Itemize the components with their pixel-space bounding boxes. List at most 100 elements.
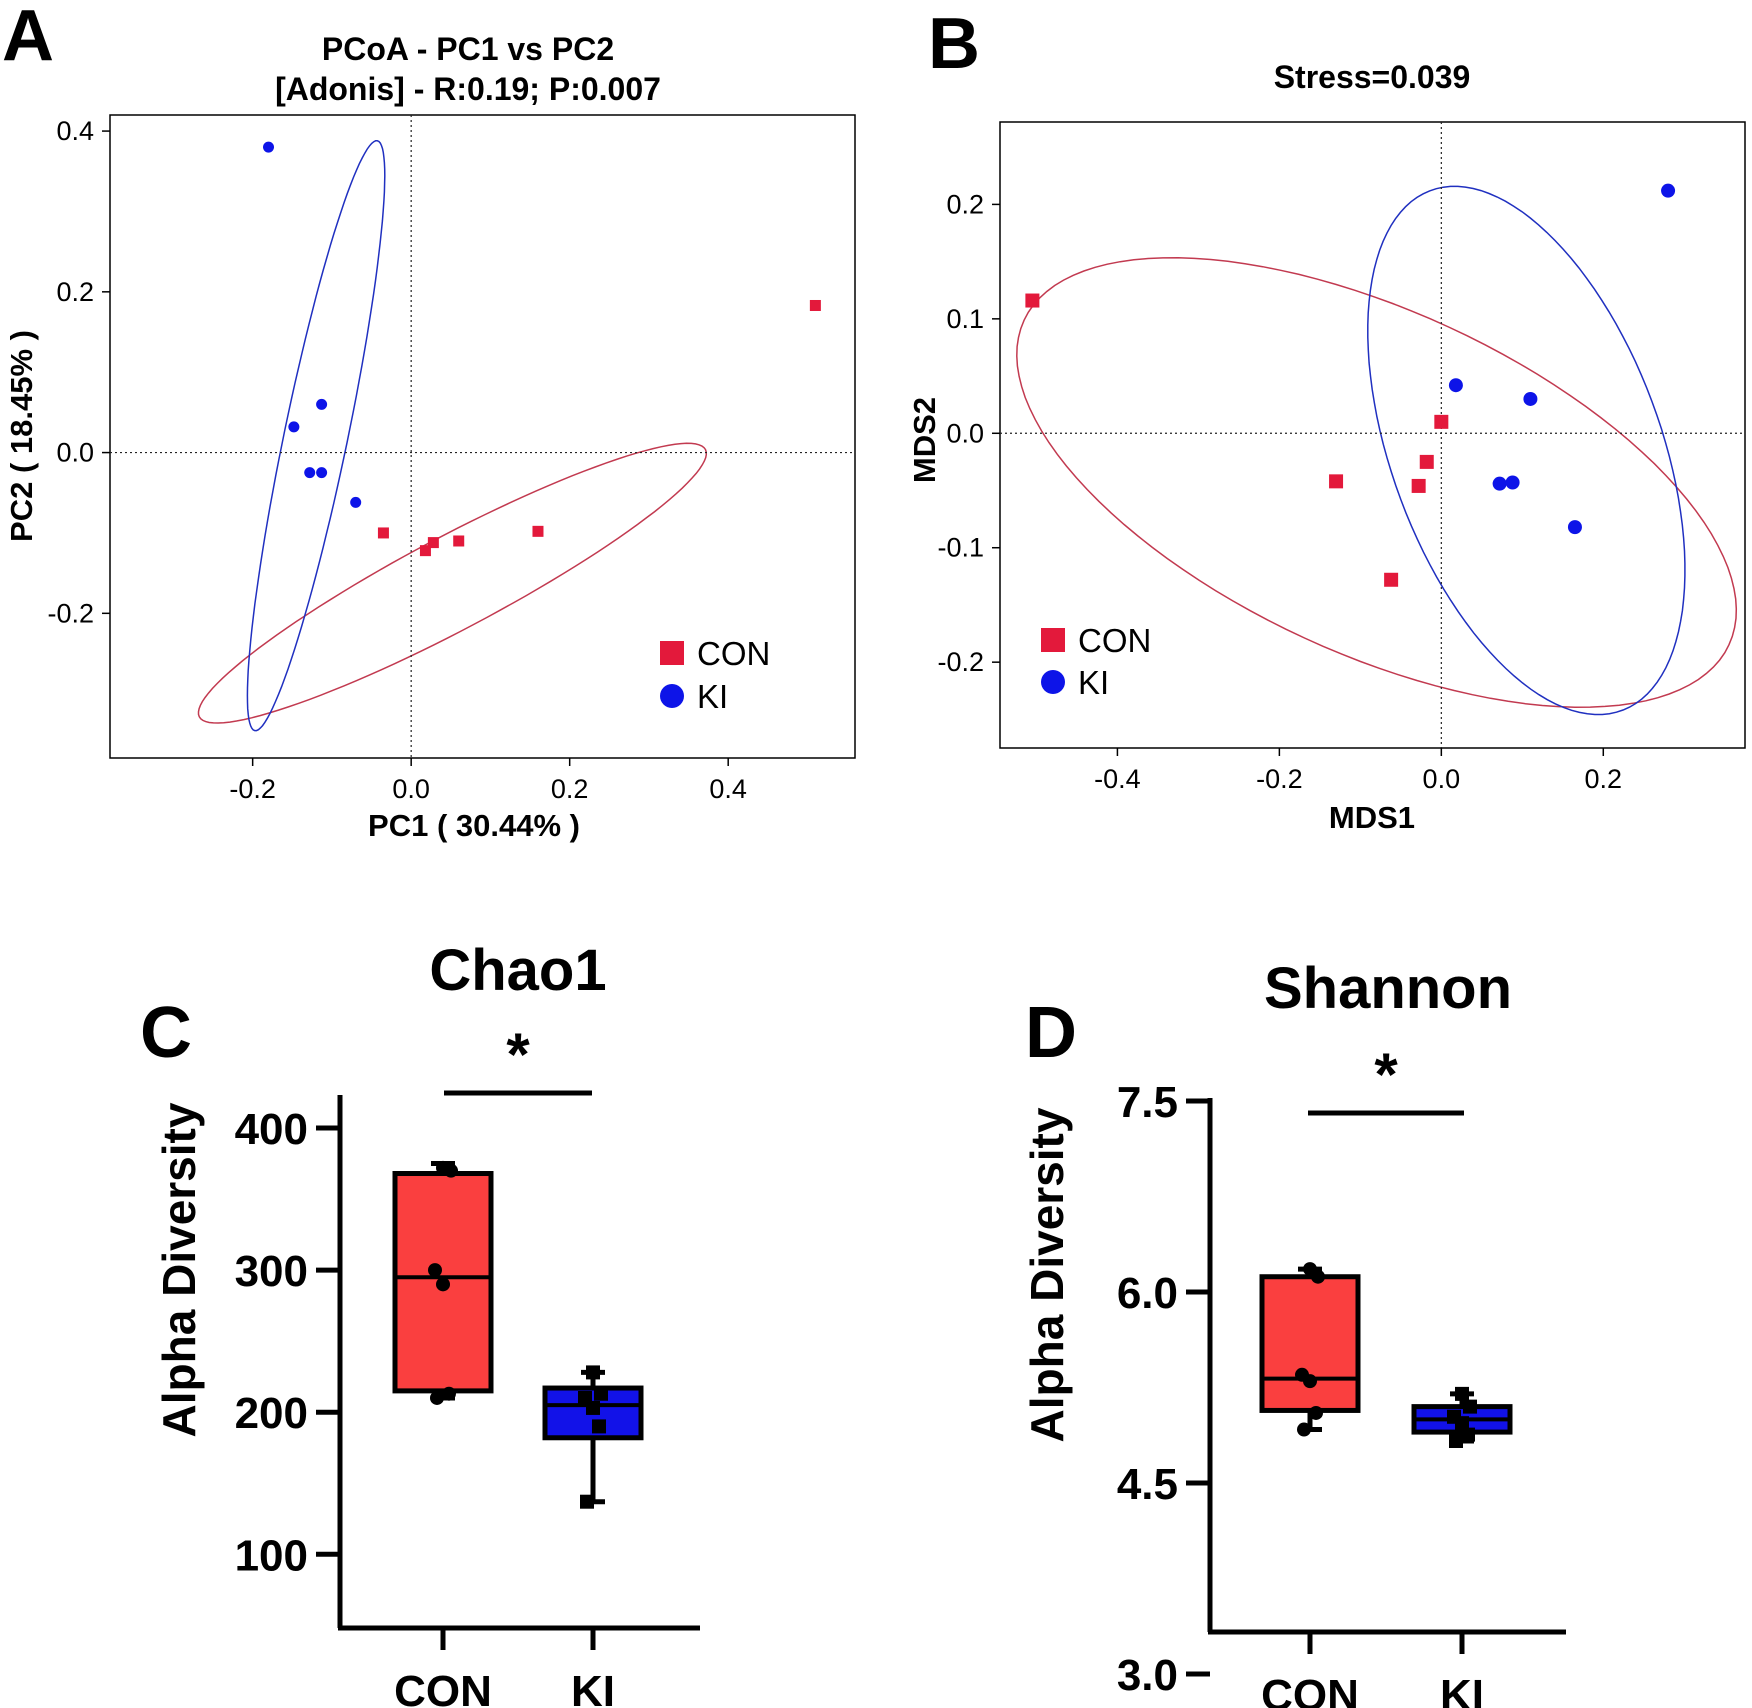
legend-con-marker bbox=[660, 641, 684, 665]
panel-a-plot-frame bbox=[109, 114, 856, 759]
panel-b-ellipses bbox=[1016, 185, 1738, 716]
point-ki bbox=[1523, 391, 1538, 406]
panel-d-x-ticks: CON KI bbox=[1261, 1632, 1484, 1708]
y-tick-label: 6.0 bbox=[1117, 1269, 1178, 1318]
panel-b: B Stress=0.039 -0.4 -0.2 0.0 0.2 -0.2 -0.1 0.… bbox=[907, 4, 1746, 835]
point-con bbox=[377, 527, 389, 539]
panel-a-x-ticks: -0.2 0.0 0.2 0.4 bbox=[229, 758, 747, 804]
y-tick-label: -0.1 bbox=[937, 533, 984, 563]
data-point-con bbox=[436, 1160, 450, 1175]
point-con bbox=[419, 545, 431, 557]
point-con bbox=[427, 537, 439, 549]
data-point-con bbox=[1297, 1422, 1311, 1437]
data-point-ki bbox=[1449, 1433, 1463, 1448]
data-point-ki bbox=[578, 1390, 592, 1405]
y-tick-label: 0.1 bbox=[946, 304, 984, 334]
box-iqr bbox=[1259, 1274, 1361, 1413]
y-tick-label: 0.0 bbox=[946, 418, 984, 448]
legend-con-label: CON bbox=[697, 635, 770, 672]
x-tick-label: -0.2 bbox=[1256, 764, 1303, 794]
x-tick-label-con: CON bbox=[1261, 1671, 1359, 1708]
x-tick-label-con: CON bbox=[394, 1667, 492, 1708]
panel-b-y-axis-label: MDS2 bbox=[907, 397, 942, 483]
confidence-ellipse-con bbox=[197, 442, 708, 724]
panel-b-title: Stress=0.039 bbox=[1274, 59, 1471, 95]
panel-b-letter: B bbox=[928, 4, 980, 84]
y-tick-label: 7.5 bbox=[1117, 1078, 1178, 1127]
data-point-ki bbox=[1447, 1409, 1461, 1424]
panel-a: A PCoA - PC1 vs PC2 [Adonis] - R:0.19; P… bbox=[2, 0, 856, 843]
y-tick-label: -0.2 bbox=[937, 647, 984, 677]
point-ki bbox=[316, 398, 328, 410]
point-con bbox=[1411, 478, 1426, 493]
x-tick-label: -0.2 bbox=[229, 774, 276, 804]
panel-b-plot-frame bbox=[999, 121, 1746, 749]
x-tick-label: -0.4 bbox=[1094, 764, 1141, 794]
legend-ki-marker bbox=[660, 684, 684, 708]
data-point-ki bbox=[1455, 1386, 1469, 1401]
legend-con-marker bbox=[1041, 628, 1065, 652]
x-tick-label: 0.4 bbox=[709, 774, 747, 804]
point-ki bbox=[1505, 475, 1520, 490]
panel-d: D Shannon Alpha Diversity 3.0 4.5 6.0 7.5 C… bbox=[1021, 956, 1566, 1708]
panel-a-legend: CON KI bbox=[660, 635, 770, 715]
y-tick-label: 400 bbox=[235, 1105, 308, 1154]
x-tick-label: 0.0 bbox=[1423, 764, 1461, 794]
panel-c: C Chao1 Alpha Diversity 100 200 300 400 CON… bbox=[140, 938, 700, 1708]
y-tick-label: 0.2 bbox=[56, 277, 94, 307]
confidence-ellipse-ki bbox=[1367, 185, 1686, 716]
point-con bbox=[453, 535, 465, 547]
legend-con-label: CON bbox=[1078, 622, 1151, 659]
panel-a-y-ticks: -0.2 0.0 0.2 0.4 bbox=[47, 116, 110, 628]
panel-c-significance-star: * bbox=[506, 1021, 530, 1088]
data-point-con bbox=[1309, 1405, 1323, 1420]
data-point-ki bbox=[1461, 1427, 1475, 1442]
panel-b-x-axis-label: MDS1 bbox=[1329, 800, 1415, 835]
point-ki bbox=[1661, 183, 1676, 198]
panel-d-title: Shannon bbox=[1264, 956, 1512, 1021]
point-ki bbox=[288, 421, 300, 433]
panel-c-y-ticks: 100 200 300 400 bbox=[235, 1105, 340, 1580]
point-ki bbox=[1567, 520, 1582, 535]
panel-c-boxes bbox=[392, 1160, 644, 1509]
panel-b-x-ticks: -0.4 -0.2 0.0 0.2 bbox=[1094, 748, 1622, 794]
y-tick-label: 3.0 bbox=[1117, 1651, 1178, 1700]
panel-b-y-ticks: -0.2 -0.1 0.0 0.1 0.2 bbox=[937, 189, 1000, 677]
panel-a-y-axis-label: PC2 ( 18.45% ) bbox=[4, 330, 39, 542]
y-tick-label: 0.0 bbox=[56, 438, 94, 468]
data-point-ki bbox=[592, 1419, 606, 1434]
point-con bbox=[1419, 454, 1434, 469]
point-ki bbox=[263, 141, 275, 153]
panel-a-reference-lines bbox=[110, 115, 855, 758]
panel-b-legend: CON KI bbox=[1041, 622, 1151, 701]
x-tick-label: 0.0 bbox=[392, 774, 430, 804]
point-con bbox=[532, 525, 544, 537]
panel-c-y-axis-label: Alpha Diversity bbox=[153, 1102, 205, 1437]
data-point-con bbox=[428, 1263, 442, 1278]
data-point-con bbox=[436, 1277, 450, 1292]
panel-a-x-axis-label: PC1 ( 30.44% ) bbox=[368, 808, 580, 843]
panel-d-y-ticks: 3.0 4.5 6.0 7.5 bbox=[1117, 1078, 1210, 1700]
panel-c-title: Chao1 bbox=[429, 938, 606, 1003]
y-tick-label: 0.4 bbox=[56, 116, 94, 146]
y-tick-label: 100 bbox=[235, 1531, 308, 1580]
y-tick-label: 0.2 bbox=[946, 189, 984, 219]
panel-b-points bbox=[1025, 183, 1676, 587]
point-con bbox=[1025, 293, 1040, 308]
data-point-ki bbox=[594, 1386, 608, 1401]
panel-a-ellipses bbox=[197, 140, 708, 732]
data-point-ki bbox=[580, 1494, 594, 1509]
confidence-ellipse-ki bbox=[246, 140, 386, 732]
y-tick-label: -0.2 bbox=[47, 598, 94, 628]
legend-ki-label: KI bbox=[697, 678, 728, 715]
panel-c-letter: C bbox=[140, 993, 192, 1073]
data-point-con bbox=[1295, 1367, 1309, 1382]
box-ki bbox=[542, 1369, 644, 1505]
panel-a-letter: A bbox=[2, 0, 54, 76]
box-con bbox=[1259, 1266, 1361, 1433]
confidence-ellipse-con bbox=[1016, 257, 1738, 708]
panel-d-y-axis-label: Alpha Diversity bbox=[1021, 1107, 1073, 1442]
y-tick-label: 300 bbox=[235, 1247, 308, 1296]
panel-a-points bbox=[263, 141, 821, 557]
point-con bbox=[809, 299, 821, 311]
